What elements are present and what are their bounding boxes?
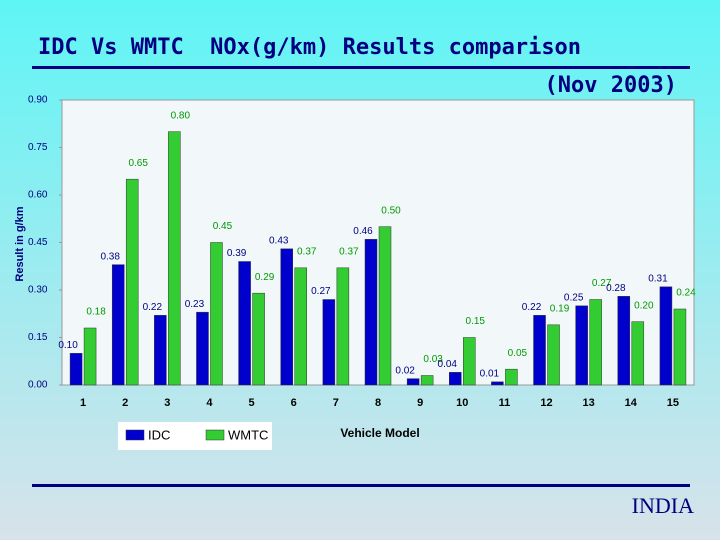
bar [617,296,631,386]
value-label: 0.37 [297,246,317,257]
title-rule [32,66,690,69]
y-tick-label: 0.15 [28,332,48,343]
value-label: 0.27 [592,278,612,289]
bar [322,299,336,386]
x-tick-label: 14 [625,397,638,409]
bar [420,375,434,386]
value-label: 0.28 [606,283,626,294]
chart: 0.00 0.15 0.30 0.45 0.60 0.75 0.90 1 0.10 0.18 2 0.… [28,95,696,443]
footer-rule [32,484,690,487]
y-tick-label: 0.90 [28,95,48,106]
value-label: 0.18 [86,307,106,318]
bar [575,305,588,386]
bar [125,178,139,386]
bar [673,308,687,386]
x-tick-label: 2 [122,397,128,409]
value-label: 0.20 [634,300,654,311]
bar [533,315,546,386]
plot-area [61,99,695,386]
y-tick-label: 0.60 [28,190,48,201]
bar [406,378,420,386]
value-label: 0.02 [395,365,415,376]
value-label: 0.37 [339,246,359,257]
value-label: 0.45 [213,221,233,232]
bar [252,292,265,386]
footer: INDIA [632,493,694,518]
value-label: 0.01 [480,368,500,379]
x-tick-label: 7 [333,397,339,409]
value-label: 0.38 [100,251,120,262]
value-label: 0.22 [522,302,542,313]
bar [294,267,307,386]
x-tick-label: 11 [499,397,511,409]
value-label: 0.15 [466,316,486,327]
x-tick-label: 10 [456,397,468,409]
value-label: 0.31 [648,273,668,284]
value-label: 0.50 [381,205,401,216]
x-tick-label: 13 [583,397,595,409]
value-label: 0.27 [311,286,331,297]
legend-label: WMTC [228,427,268,442]
y-tick-label: 0.30 [28,285,48,296]
bar [154,315,167,386]
x-tick-label: 9 [417,397,423,409]
bar [631,321,645,386]
x-tick-label: 6 [291,397,297,409]
bar [547,324,560,386]
bar [336,267,350,386]
value-label: 0.04 [438,359,458,370]
legend-label: IDC [148,427,170,442]
bar [364,239,378,386]
bar [505,368,518,386]
bar [378,226,392,386]
value-label: 0.23 [185,299,205,310]
value-label: 0.29 [255,272,275,283]
x-tick-label: 15 [667,397,679,409]
value-label: 0.22 [143,302,163,313]
y-tick-label: 0.45 [28,237,48,248]
x-tick-label: 8 [375,397,381,409]
bar [280,248,293,386]
legend-swatch [125,429,145,441]
bar [589,299,602,386]
y-tick-label: 0.75 [28,142,48,153]
value-label: 0.25 [564,292,584,303]
bar [210,242,223,386]
bar [168,131,181,386]
chart-subtitle: (Nov 2003) [545,73,677,98]
legend-swatch [205,429,225,441]
value-label: 0.80 [171,110,191,121]
value-label: 0.24 [676,288,696,299]
x-tick-label: 4 [206,397,213,409]
bar [196,311,209,386]
bar [659,286,673,386]
bar [463,337,476,386]
value-label: 0.10 [58,340,78,351]
y-axis-label: Result in g/km [14,206,26,281]
value-label: 0.05 [508,348,528,359]
value-label: 0.65 [128,158,148,169]
x-tick-label: 5 [249,397,255,409]
value-label: 0.46 [353,226,373,237]
x-tick-label: 12 [540,397,552,409]
value-label: 0.03 [423,354,443,365]
bar [238,261,251,386]
bar [83,327,97,386]
bar [449,372,462,386]
value-label: 0.39 [227,248,247,259]
bar [111,264,125,386]
value-label: 0.19 [550,303,570,314]
x-tick-label: 3 [164,397,170,409]
x-tick-label: 1 [80,397,86,409]
x-axis-label: Vehicle Model [340,426,419,440]
chart-title: IDC Vs WMTC NOx(g/km) Results comparison [38,35,581,60]
bar [69,353,83,386]
bar [491,381,504,386]
y-tick-label: 0.00 [28,380,48,391]
value-label: 0.43 [269,235,289,246]
